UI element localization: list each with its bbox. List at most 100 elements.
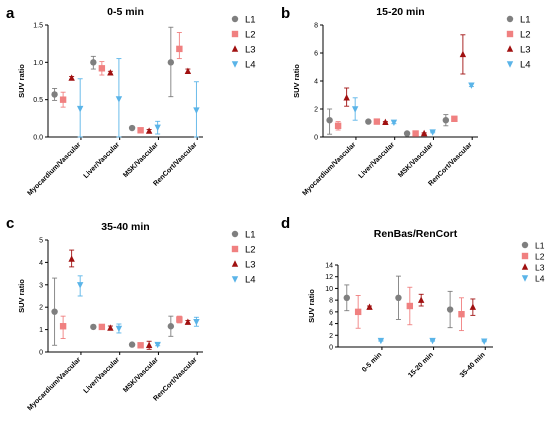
y-tick-label: 2 (329, 333, 333, 340)
data-point-L2 (59, 96, 67, 103)
data-point-L2 (59, 323, 67, 330)
data-point-L4 (154, 124, 161, 131)
y-tick-label: 4 (329, 321, 333, 328)
legend-label: L3 (520, 45, 531, 56)
legend-label: L4 (245, 275, 256, 286)
data-point-L1 (446, 306, 454, 313)
data-point-L3 (469, 303, 477, 310)
chart-title: 15-20 min (376, 6, 424, 18)
legend-label: L2 (535, 252, 545, 262)
y-tick-label: 6 (329, 309, 333, 316)
legend-label: L4 (245, 60, 256, 71)
legend-label: L1 (245, 230, 256, 241)
data-point-L3 (184, 67, 192, 74)
y-tick-label: 4 (314, 79, 318, 86)
data-point-L4 (429, 129, 436, 136)
data-point-L4 (390, 119, 398, 126)
legend-label: L3 (245, 45, 256, 56)
data-point-L2 (137, 127, 144, 134)
data-point-L3 (184, 318, 192, 325)
x-tick-label: RenCort/Vascular (152, 141, 198, 187)
data-point-L4 (193, 107, 200, 114)
legend-label: L4 (520, 60, 531, 71)
x-tick-label: 15-20 min (407, 351, 435, 379)
legend-marker (521, 241, 529, 249)
legend-label: L3 (535, 263, 545, 273)
panel-letter: d (281, 215, 290, 232)
y-tick-label: 1.0 (33, 60, 43, 67)
x-tick-label: Liver/Vascular (83, 356, 122, 395)
chart-title: 0-5 min (107, 6, 144, 18)
y-tick-label: 14 (325, 263, 333, 270)
data-point-L4 (115, 96, 123, 103)
y-tick-label: 3 (39, 282, 43, 289)
legend-label: L2 (245, 30, 256, 41)
x-tick-label: RenCort/Vascular (152, 356, 198, 402)
data-point-L3 (145, 127, 153, 134)
data-point-L1 (442, 117, 450, 124)
data-point-L1 (51, 91, 58, 98)
y-tick-label: 0.5 (33, 97, 43, 104)
y-tick-label: 0 (314, 135, 318, 142)
data-point-L2 (412, 130, 419, 137)
panel-letter: b (281, 5, 290, 22)
data-point-L3 (420, 129, 428, 137)
data-point-L3 (343, 94, 350, 101)
data-point-L1 (90, 323, 97, 331)
y-tick-label: 4 (39, 260, 43, 267)
x-tick-label: Myocardium/Vascular (27, 141, 83, 197)
chart-panel-d: d RenBas/RenCort 0 2 4 6 8 10 12 14 SUV ratio 0-5 m… (281, 215, 545, 379)
data-point-L2 (373, 118, 381, 125)
legend-marker (521, 275, 529, 282)
data-point-L1 (167, 323, 175, 330)
legend-marker (521, 252, 529, 260)
legend-marker (506, 61, 514, 68)
data-point-L3 (417, 296, 425, 303)
legend-label: L1 (520, 15, 531, 26)
data-point-L3 (107, 69, 114, 76)
y-axis-label: SUV ratio (17, 279, 26, 313)
data-point-L2 (176, 316, 183, 323)
data-point-L1 (403, 130, 411, 137)
data-point-L1 (51, 308, 58, 315)
legend-marker (231, 245, 239, 253)
data-point-L1 (326, 117, 333, 124)
data-point-L3 (459, 50, 467, 58)
x-tick-label: Myocardium/Vascular (27, 356, 83, 412)
data-point-L4 (115, 325, 123, 333)
data-point-L1 (167, 59, 175, 66)
data-point-L4 (154, 341, 161, 349)
legend-label: L4 (535, 274, 545, 284)
y-tick-label: 0.0 (33, 135, 43, 142)
data-point-L4 (429, 337, 436, 345)
x-tick-label: 35-40 min (459, 351, 487, 379)
data-point-L2 (451, 115, 458, 122)
data-point-L1 (395, 294, 402, 301)
x-tick-label: RenCort/Vascular (427, 141, 473, 187)
data-point-L4 (351, 106, 359, 113)
y-tick-label: 8 (329, 298, 333, 305)
legend-marker (231, 30, 239, 38)
legend-marker (231, 260, 239, 267)
legend-label: L1 (535, 241, 545, 251)
x-tick-label: Myocardium/Vascular (302, 141, 358, 197)
y-tick-label: 10 (325, 286, 333, 293)
data-point-L1 (365, 118, 372, 125)
panel-letter: c (6, 215, 14, 232)
legend-marker (506, 15, 514, 23)
data-point-L2 (334, 122, 342, 129)
data-point-L1 (128, 341, 136, 348)
data-point-L1 (343, 294, 350, 301)
y-tick-label: 8 (314, 23, 318, 30)
data-point-L2 (406, 302, 414, 310)
y-tick-label: 5 (39, 238, 43, 245)
data-point-L2 (98, 65, 106, 72)
data-point-L2 (98, 323, 106, 331)
x-tick-label: 0-5 min (361, 351, 383, 373)
legend-marker (506, 45, 514, 52)
x-tick-label: MSK/Vascular (122, 141, 160, 179)
data-point-L4 (481, 338, 488, 345)
legend-label: L1 (245, 15, 256, 26)
data-point-L3 (382, 118, 389, 125)
chart-panel-b: b 15-20 min 0 2 4 6 8 SUV ratio Myocardium/Vascu… (281, 5, 531, 197)
